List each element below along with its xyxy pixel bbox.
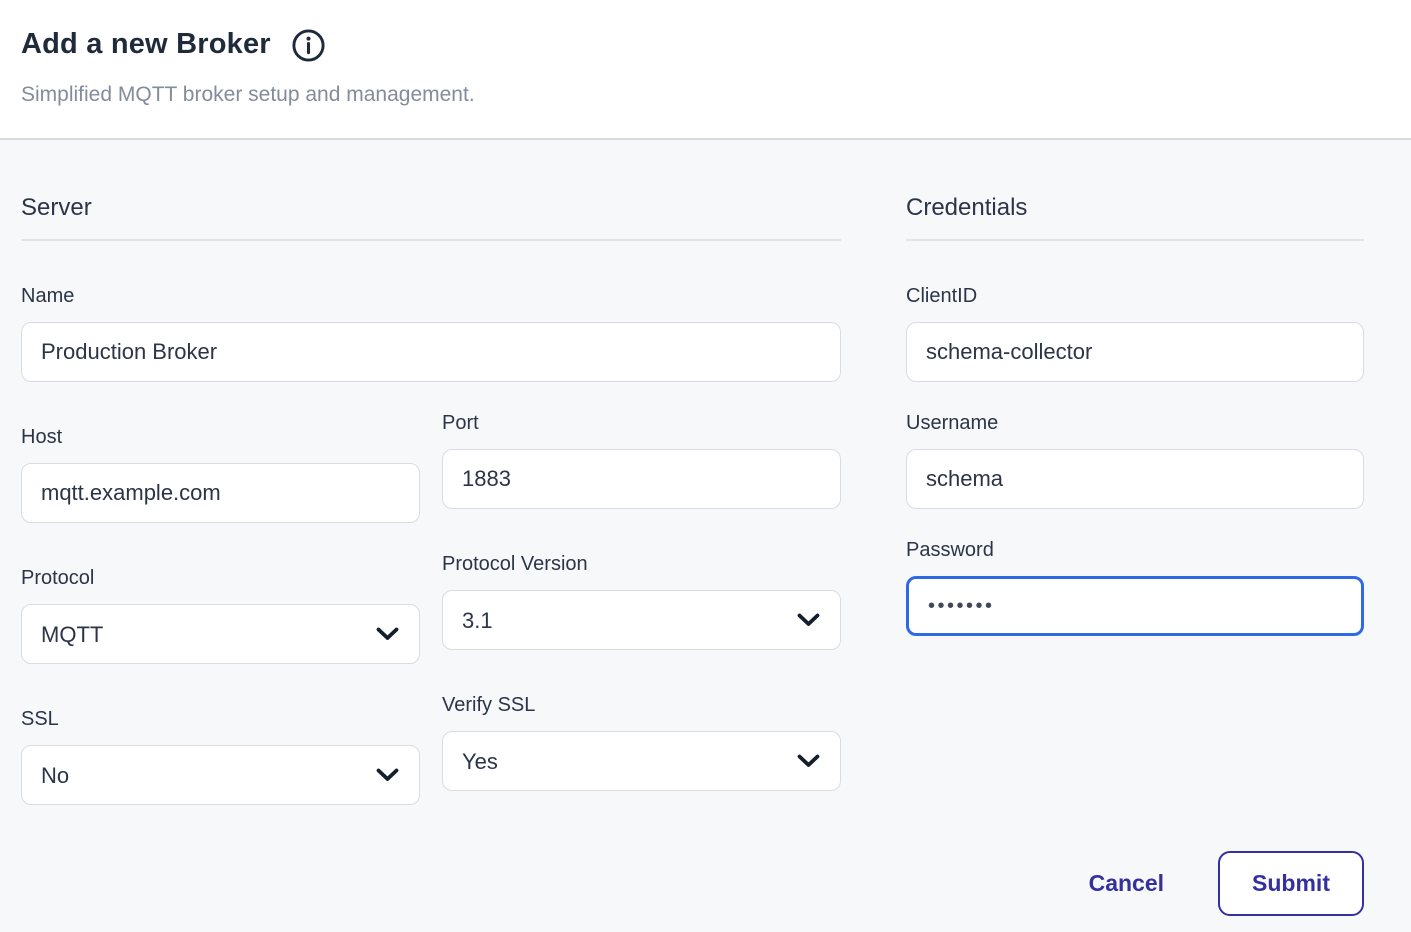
protocol-version-select[interactable]: 3.1	[442, 590, 841, 650]
client-id-label: ClientID	[906, 285, 978, 307]
info-icon[interactable]	[291, 28, 326, 63]
page-title: Add a new Broker	[21, 28, 271, 60]
client-id-field: ClientID	[906, 286, 1364, 382]
ssl-select[interactable]: No	[21, 745, 420, 805]
port-label: Port	[442, 412, 479, 434]
page-subtitle: Simplified MQTT broker setup and managem…	[21, 83, 475, 106]
ssl-label: SSL	[21, 708, 59, 730]
password-input[interactable]	[906, 576, 1364, 636]
form-columns: Server Name Host Port	[21, 196, 1411, 805]
server-section: Server Name Host Port	[21, 196, 841, 805]
title-row: Add a new Broker	[21, 26, 1390, 63]
port-input[interactable]	[442, 449, 841, 509]
ssl-row: SSL No Veri	[21, 664, 841, 805]
protocol-select-wrap: MQTT	[21, 604, 420, 664]
form-actions: Cancel Submit	[21, 851, 1411, 916]
submit-button[interactable]: Submit	[1218, 851, 1364, 916]
host-port-row: Host Port	[21, 382, 841, 523]
protocol-version-label: Protocol Version	[442, 553, 588, 575]
credentials-section: Credentials ClientID Username Password	[906, 196, 1364, 636]
verify-ssl-label: Verify SSL	[442, 694, 536, 716]
name-field: Name	[21, 286, 841, 382]
protocol-version-select-wrap: 3.1	[442, 590, 841, 650]
protocol-label: Protocol	[21, 567, 95, 589]
password-field: Password	[906, 540, 1364, 636]
password-label: Password	[906, 539, 994, 561]
host-label: Host	[21, 426, 63, 448]
page-header: Add a new Broker Simplified MQTT broker …	[0, 0, 1411, 140]
host-input[interactable]	[21, 463, 420, 523]
server-section-heading: Server	[21, 194, 92, 221]
credentials-section-divider	[906, 239, 1364, 241]
username-label: Username	[906, 412, 999, 434]
credentials-section-heading: Credentials	[906, 194, 1028, 221]
name-input[interactable]	[21, 322, 841, 382]
ssl-select-wrap: No	[21, 745, 420, 805]
ssl-field: SSL No	[21, 709, 420, 805]
server-section-divider	[21, 239, 841, 241]
protocol-version-field: Protocol Version 3.1	[442, 554, 841, 664]
username-field: Username	[906, 413, 1364, 509]
port-field: Port	[442, 413, 841, 523]
protocol-field: Protocol MQTT	[21, 568, 420, 664]
host-field: Host	[21, 427, 420, 523]
client-id-input[interactable]	[906, 322, 1364, 382]
name-label: Name	[21, 285, 75, 307]
verify-ssl-field: Verify SSL Yes	[442, 695, 841, 805]
username-input[interactable]	[906, 449, 1364, 509]
verify-ssl-select-wrap: Yes	[442, 731, 841, 791]
verify-ssl-select[interactable]: Yes	[442, 731, 841, 791]
cancel-button[interactable]: Cancel	[1088, 870, 1165, 896]
protocol-row: Protocol MQTT	[21, 523, 841, 664]
broker-form: Server Name Host Port	[0, 140, 1411, 916]
protocol-select[interactable]: MQTT	[21, 604, 420, 664]
